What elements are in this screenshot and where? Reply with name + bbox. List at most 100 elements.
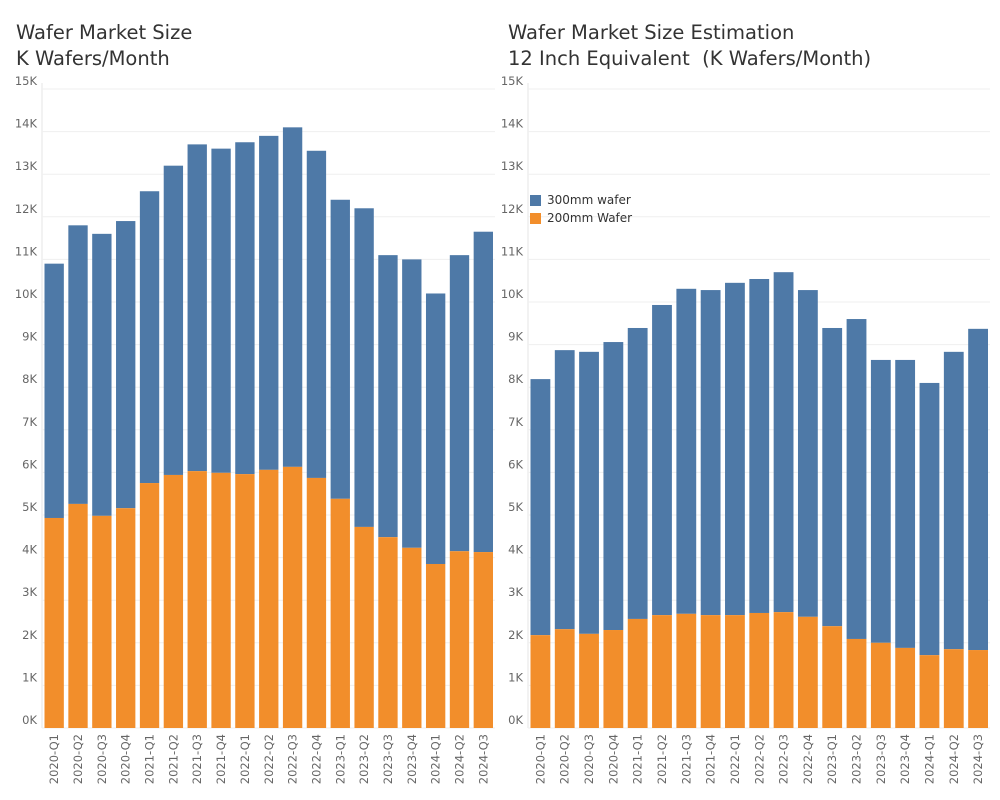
legend-label-200mm: 200mm Wafer bbox=[547, 211, 633, 225]
bar-300mm bbox=[163, 165, 184, 475]
y-tick-label: 9K bbox=[508, 330, 523, 344]
x-tick-label: 2023-Q4 bbox=[405, 734, 419, 784]
bar-300mm bbox=[235, 142, 255, 475]
y-tick-label: 3K bbox=[508, 585, 523, 599]
y-tick-label: 0K bbox=[22, 713, 37, 727]
x-tick-label: 2023-Q3 bbox=[874, 734, 888, 784]
x-tick-label: 2021-Q1 bbox=[143, 734, 157, 784]
y-tick-label: 5K bbox=[22, 500, 37, 514]
bar-300mm bbox=[68, 225, 88, 504]
x-tick-label: 2020-Q2 bbox=[71, 734, 85, 784]
y-tick-label: 15K bbox=[15, 74, 38, 88]
y-tick-label: 6K bbox=[508, 457, 523, 471]
legend-item-300mm[interactable]: 300mm wafer bbox=[530, 191, 632, 209]
x-tick-label: 2022-Q1 bbox=[728, 734, 742, 784]
x-tick-label: 2021-Q3 bbox=[190, 734, 204, 784]
x-tick-label: 2023-Q1 bbox=[825, 734, 839, 784]
x-tick-label: 2022-Q4 bbox=[309, 734, 323, 784]
x-tick-label: 2024-Q3 bbox=[971, 734, 985, 784]
legend-swatch-300mm bbox=[530, 194, 541, 206]
y-tick-label: 11K bbox=[15, 244, 38, 258]
bar-200mm bbox=[676, 613, 697, 728]
bar-300mm bbox=[330, 199, 350, 499]
right-chart-title: Wafer Market Size Estimation 12 Inch Equ… bbox=[508, 20, 871, 72]
x-tick-label: 2020-Q4 bbox=[119, 734, 133, 784]
bar-200mm bbox=[822, 626, 843, 728]
bar-300mm bbox=[895, 359, 916, 648]
y-tick-label: 7K bbox=[508, 415, 523, 429]
bar-200mm bbox=[749, 612, 770, 728]
y-tick-label: 4K bbox=[22, 543, 37, 557]
y-tick-label: 2K bbox=[22, 628, 37, 642]
bar-200mm bbox=[603, 630, 624, 728]
legend[interactable]: 300mm wafer 200mm Wafer bbox=[530, 191, 632, 227]
bar-200mm bbox=[895, 647, 916, 728]
y-tick-label: 12K bbox=[15, 202, 38, 216]
bar-200mm bbox=[968, 650, 988, 728]
x-tick-label: 2024-Q2 bbox=[452, 734, 466, 784]
bar-300mm bbox=[554, 350, 575, 630]
bar-200mm bbox=[870, 642, 891, 728]
bar-300mm bbox=[870, 359, 891, 643]
bar-300mm bbox=[749, 278, 770, 613]
bar-300mm bbox=[187, 144, 207, 472]
bar-200mm bbox=[554, 629, 575, 728]
bar-300mm bbox=[530, 379, 551, 636]
bar-200mm bbox=[116, 508, 136, 728]
y-tick-label: 1K bbox=[22, 670, 37, 684]
bar-300mm bbox=[449, 255, 470, 552]
bar-300mm bbox=[676, 288, 697, 614]
x-tick-label: 2023-Q2 bbox=[357, 734, 371, 784]
bar-200mm bbox=[306, 477, 327, 728]
bar-300mm bbox=[725, 282, 745, 616]
x-tick-label: 2021-Q2 bbox=[166, 734, 180, 784]
bar-200mm bbox=[773, 612, 794, 728]
bar-200mm bbox=[425, 563, 446, 728]
bar-200mm bbox=[530, 635, 551, 728]
y-tick-label: 10K bbox=[501, 287, 524, 301]
bar-300mm bbox=[402, 259, 422, 548]
x-tick-label: 2022-Q3 bbox=[286, 734, 300, 784]
bar-300mm bbox=[822, 327, 843, 627]
x-tick-label: 2024-Q1 bbox=[922, 734, 936, 784]
bar-200mm bbox=[259, 469, 279, 728]
legend-label-300mm: 300mm wafer bbox=[547, 193, 631, 207]
bar-200mm bbox=[700, 615, 721, 728]
x-tick-label: 2024-Q2 bbox=[947, 734, 961, 784]
x-tick-label: 2020-Q4 bbox=[606, 734, 620, 784]
legend-item-200mm[interactable]: 200mm Wafer bbox=[530, 209, 632, 227]
y-tick-label: 1K bbox=[508, 670, 523, 684]
legend-swatch-200mm bbox=[530, 212, 541, 224]
bar-200mm bbox=[139, 483, 160, 728]
y-tick-label: 9K bbox=[22, 330, 37, 344]
bar-200mm bbox=[330, 498, 350, 728]
bar-200mm bbox=[211, 472, 231, 728]
bar-200mm bbox=[235, 474, 255, 728]
right-title: Wafer Market Size Estimation bbox=[508, 21, 795, 44]
bar-300mm bbox=[652, 304, 672, 616]
bar-200mm bbox=[163, 474, 184, 728]
bar-300mm bbox=[116, 221, 136, 509]
bar-300mm bbox=[700, 290, 721, 616]
bar-200mm bbox=[449, 551, 470, 728]
bar-200mm bbox=[725, 615, 745, 728]
bar-200mm bbox=[402, 547, 422, 728]
y-tick-label: 2K bbox=[508, 628, 523, 642]
right-subtitle: 12 Inch Equivalent (K Wafers/Month) bbox=[508, 47, 872, 70]
x-tick-label: 2022-Q1 bbox=[238, 734, 252, 784]
x-tick-label: 2021-Q3 bbox=[679, 734, 693, 784]
y-tick-label: 7K bbox=[22, 415, 37, 429]
x-tick-label: 2022-Q3 bbox=[777, 734, 791, 784]
x-tick-label: 2024-Q3 bbox=[476, 734, 490, 784]
bar-300mm bbox=[259, 135, 279, 470]
x-tick-label: 2022-Q2 bbox=[752, 734, 766, 784]
y-tick-label: 5K bbox=[508, 500, 523, 514]
y-tick-label: 15K bbox=[501, 74, 524, 88]
bar-300mm bbox=[211, 148, 231, 473]
left-title: Wafer Market Size bbox=[16, 21, 193, 44]
x-tick-label: 2021-Q1 bbox=[631, 734, 645, 784]
x-tick-label: 2020-Q1 bbox=[533, 734, 547, 784]
left-subtitle: K Wafers/Month bbox=[16, 47, 170, 70]
bar-300mm bbox=[773, 272, 794, 613]
bar-200mm bbox=[44, 517, 64, 728]
